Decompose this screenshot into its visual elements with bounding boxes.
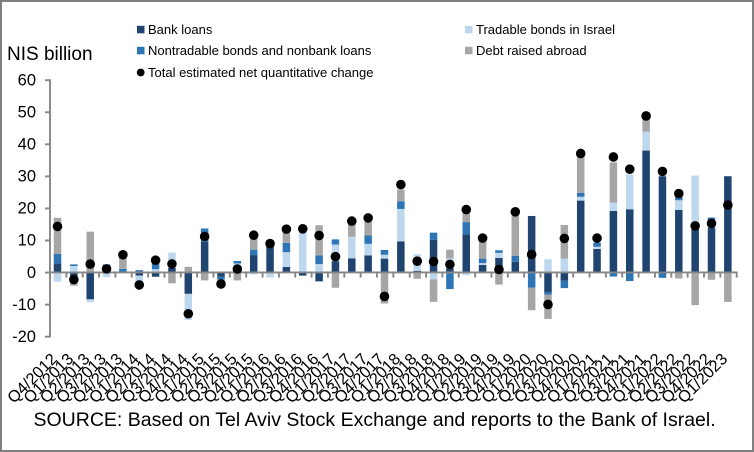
svg-text:Tradable bonds in Israel: Tradable bonds in Israel (476, 22, 615, 37)
svg-text:SOURCE: Based on Tel Aviv Stoc: SOURCE: Based on Tel Aviv Stock Exchange… (34, 409, 716, 431)
svg-text:50: 50 (18, 104, 36, 122)
svg-text:10: 10 (18, 232, 36, 250)
svg-text:-10: -10 (12, 296, 36, 314)
svg-text:20: 20 (18, 200, 36, 218)
svg-text:Bank loans: Bank loans (148, 22, 213, 37)
svg-text:Nontradable bonds and nonbank: Nontradable bonds and nonbank loans (148, 43, 372, 58)
svg-text:30: 30 (18, 168, 36, 186)
svg-text:40: 40 (18, 136, 36, 154)
svg-text:60: 60 (18, 71, 36, 89)
svg-text:0: 0 (27, 264, 36, 282)
svg-text:-20: -20 (12, 328, 36, 346)
svg-text:Total estimated net quantitati: Total estimated net quantitative change (148, 65, 373, 80)
svg-text:NIS billion: NIS billion (7, 44, 93, 65)
svg-text:Debt raised abroad: Debt raised abroad (476, 43, 587, 58)
